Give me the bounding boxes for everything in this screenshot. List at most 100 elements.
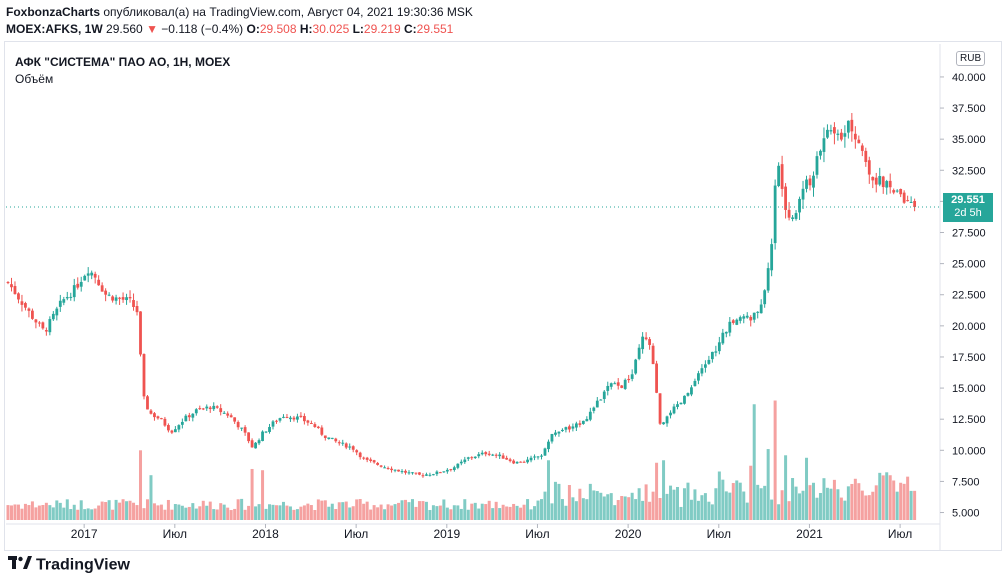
candle-body bbox=[892, 190, 896, 193]
x-tick-label: 2017 bbox=[71, 527, 98, 541]
candle-body bbox=[871, 176, 875, 181]
candle-body bbox=[742, 316, 746, 319]
candle-body bbox=[637, 347, 641, 359]
chart-frame[interactable] bbox=[4, 41, 1002, 551]
volume-bar bbox=[236, 499, 240, 520]
volume-bar bbox=[477, 508, 481, 520]
volume-bar bbox=[135, 505, 139, 520]
candle-body bbox=[167, 425, 170, 431]
candle-body bbox=[153, 413, 156, 418]
volume-legend[interactable]: Объём bbox=[15, 72, 54, 86]
volume-bar bbox=[407, 502, 411, 520]
volume-bar bbox=[682, 488, 686, 520]
candle-body bbox=[390, 468, 393, 471]
candle-body bbox=[721, 332, 725, 344]
candle-body bbox=[728, 321, 732, 333]
volume-bar bbox=[299, 506, 303, 520]
candle-body bbox=[121, 297, 125, 300]
volume-bar bbox=[627, 497, 631, 520]
candle-body bbox=[738, 317, 742, 321]
volume-bar bbox=[874, 485, 878, 520]
volume-bar bbox=[369, 509, 373, 520]
volume-bar bbox=[86, 508, 90, 520]
volume-bar bbox=[770, 499, 774, 520]
candle-body bbox=[561, 429, 564, 432]
candle-body bbox=[557, 431, 561, 434]
candle-body bbox=[805, 179, 808, 189]
candle-body bbox=[773, 185, 777, 244]
candle-body bbox=[620, 385, 624, 388]
candle-body bbox=[787, 209, 791, 218]
symbol-label: MOEX:AFKS, 1W bbox=[6, 22, 103, 36]
volume-bar bbox=[93, 508, 97, 520]
candle-body bbox=[191, 413, 195, 418]
candle-body bbox=[292, 417, 296, 420]
candle-body bbox=[613, 383, 617, 385]
volume-bar bbox=[665, 493, 669, 520]
volume-bar bbox=[871, 491, 875, 520]
volume-bar bbox=[836, 489, 840, 520]
candle-body bbox=[801, 188, 805, 200]
tradingview-logo[interactable]: TradingView bbox=[8, 556, 130, 575]
candle-body bbox=[299, 415, 303, 417]
candle-body bbox=[846, 120, 850, 133]
author-name: FoxbonzaCharts bbox=[6, 5, 101, 19]
candle-body bbox=[616, 382, 620, 386]
volume-bar bbox=[404, 499, 408, 520]
volume-bar bbox=[30, 501, 34, 520]
candle-body bbox=[313, 424, 317, 427]
volume-bar bbox=[215, 509, 219, 520]
volume-bar bbox=[567, 485, 571, 520]
volume-bar bbox=[787, 501, 791, 520]
candle-body bbox=[243, 427, 247, 433]
currency-badge[interactable]: RUB bbox=[956, 51, 986, 66]
candle-body bbox=[606, 385, 610, 391]
candle-body bbox=[648, 339, 652, 345]
volume-bar bbox=[247, 505, 251, 520]
volume-bar bbox=[250, 468, 254, 520]
candle-body bbox=[505, 457, 509, 460]
candle-body bbox=[139, 311, 142, 355]
volume-bar bbox=[9, 505, 13, 520]
candle-body bbox=[554, 432, 557, 435]
volume-bar bbox=[574, 501, 578, 520]
volume-bar bbox=[97, 505, 101, 520]
volume-bar bbox=[452, 505, 456, 520]
volume-bar bbox=[689, 499, 693, 520]
volume-bar bbox=[149, 475, 153, 520]
volume-bar bbox=[152, 503, 156, 520]
candle-body bbox=[212, 405, 216, 410]
candle-body bbox=[833, 127, 836, 134]
candle-body bbox=[543, 448, 547, 456]
volume-bar bbox=[187, 506, 191, 520]
low-value: 29.219 bbox=[363, 22, 401, 36]
volume-bar bbox=[198, 506, 202, 520]
candle-body bbox=[125, 297, 128, 301]
candle-body bbox=[669, 412, 672, 416]
volume-bar bbox=[139, 450, 143, 520]
candle-body bbox=[843, 133, 847, 137]
volume-bar bbox=[306, 503, 310, 520]
candle-body bbox=[432, 474, 435, 476]
volume-bar bbox=[421, 501, 425, 520]
candle-body bbox=[17, 293, 20, 300]
volume-bar bbox=[6, 505, 10, 520]
candle-body bbox=[707, 359, 711, 364]
candle-body bbox=[282, 416, 285, 418]
candle-body bbox=[247, 432, 251, 442]
chart-legend-title[interactable]: АФК "СИСТЕМА" ПАО АО, 1Н, MOEX bbox=[15, 55, 231, 69]
volume-bar bbox=[163, 509, 167, 520]
volume-bar bbox=[484, 504, 488, 520]
volume-bar bbox=[759, 488, 763, 520]
volume-bar bbox=[728, 492, 732, 520]
candle-body bbox=[459, 461, 463, 464]
candle-body bbox=[254, 442, 257, 449]
candle-body bbox=[759, 304, 763, 314]
volume-bar bbox=[229, 510, 233, 520]
candle-body bbox=[149, 410, 153, 414]
volume-bar bbox=[798, 493, 802, 520]
candle-body bbox=[180, 421, 184, 425]
candle-body bbox=[836, 133, 840, 135]
candle-body bbox=[118, 297, 121, 299]
